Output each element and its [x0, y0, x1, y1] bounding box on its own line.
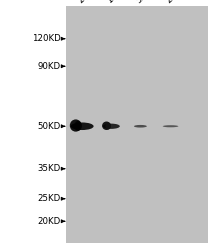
Bar	[66, 6, 208, 242]
Ellipse shape	[103, 124, 120, 129]
Ellipse shape	[71, 122, 94, 130]
Ellipse shape	[102, 122, 111, 130]
Text: 35KD: 35KD	[37, 164, 61, 173]
Text: 90KD: 90KD	[38, 62, 61, 71]
Text: 5ng: 5ng	[134, 0, 152, 5]
Text: 2.5ng: 2.5ng	[165, 0, 188, 5]
Ellipse shape	[105, 122, 111, 130]
Ellipse shape	[163, 125, 178, 127]
Text: 50KD: 50KD	[37, 122, 61, 131]
Text: 10ng: 10ng	[105, 0, 126, 5]
Text: 120KD: 120KD	[32, 34, 61, 43]
Text: 20ng: 20ng	[76, 0, 97, 5]
Text: 20KD: 20KD	[37, 217, 61, 226]
Ellipse shape	[134, 125, 147, 128]
Ellipse shape	[70, 120, 82, 132]
Ellipse shape	[74, 121, 82, 131]
Text: 25KD: 25KD	[37, 194, 61, 203]
